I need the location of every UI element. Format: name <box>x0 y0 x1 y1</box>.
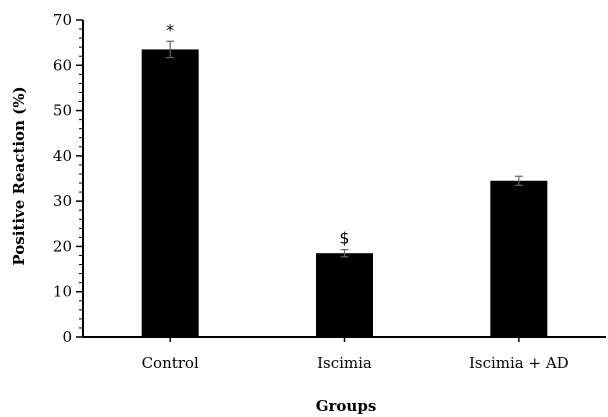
category-label: Iscimia <box>317 354 372 372</box>
bar <box>141 49 199 337</box>
category-label: Control <box>142 354 199 372</box>
significance-mark: * <box>166 20 174 39</box>
y-axis-title: Positive Reaction (%) <box>10 86 28 265</box>
y-tick-label: 50 <box>53 102 72 120</box>
bar <box>490 180 548 337</box>
y-tick-label: 60 <box>53 56 72 74</box>
labels: 0 10 20 30 40 50 60 70 Control * Iscimia $ Iscimia +… <box>53 11 569 372</box>
bar <box>316 253 373 337</box>
category-label: Iscimia + AD <box>469 354 569 372</box>
y-tick-label: 20 <box>53 237 72 255</box>
y-tick-label: 70 <box>53 11 72 29</box>
y-tick-label: 30 <box>53 192 72 210</box>
y-tick-label: 40 <box>53 147 72 165</box>
significance-mark: $ <box>339 229 349 248</box>
x-axis <box>83 336 606 342</box>
y-axis <box>76 19 84 338</box>
y-tick-label: 0 <box>62 328 72 346</box>
x-axis-title: Groups <box>316 397 377 415</box>
y-tick-label: 10 <box>53 283 72 301</box>
bars <box>141 40 548 337</box>
